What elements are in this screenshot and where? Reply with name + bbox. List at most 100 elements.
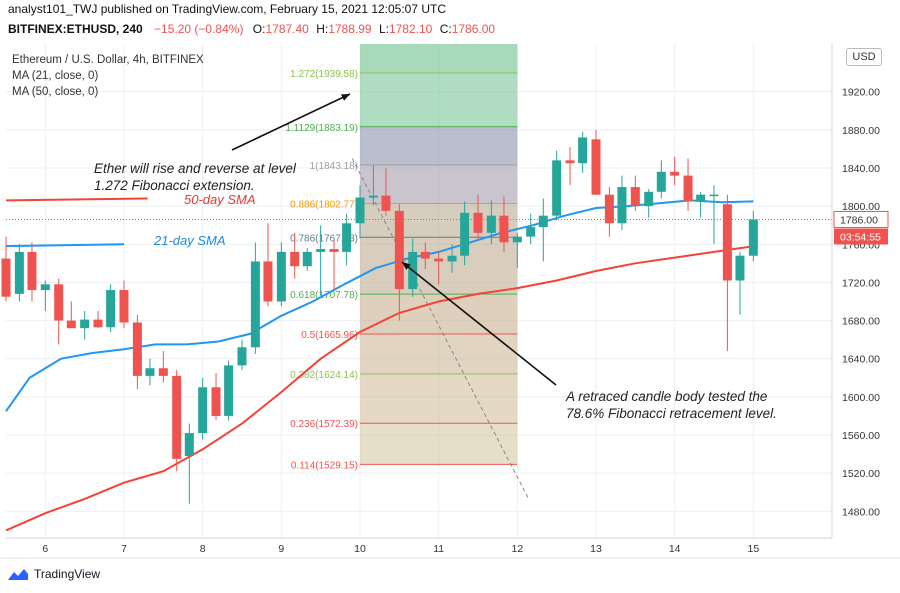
- time-tick-label: 6: [42, 543, 48, 555]
- candle: [735, 251, 745, 315]
- candle: [237, 339, 247, 371]
- candle-body: [106, 290, 116, 328]
- price-tick-label: 1800.00: [842, 201, 880, 213]
- candle: [552, 150, 562, 221]
- candle-body: [132, 322, 142, 376]
- candle-body: [512, 236, 522, 243]
- fib-level-label: 0.382(1624.14): [290, 370, 358, 381]
- price-change: −15.20 (−0.84%): [154, 22, 244, 36]
- candle-body: [499, 215, 509, 243]
- time-tick-label: 13: [590, 543, 602, 555]
- candle: [722, 194, 732, 352]
- candle-body: [27, 251, 37, 291]
- price-tag-box: [833, 210, 889, 228]
- tradingview-cloud-icon: [8, 569, 28, 580]
- sma21-label: 21-day SMA: [154, 233, 226, 248]
- fib-zone: [360, 373, 518, 424]
- currency-button[interactable]: USD: [846, 48, 882, 66]
- candle-body: [748, 219, 758, 256]
- candle-body: [656, 171, 666, 192]
- time-tick-label: 9: [278, 543, 284, 555]
- candle: [473, 194, 483, 241]
- candle: [132, 314, 142, 390]
- candle: [630, 175, 640, 211]
- candle: [211, 373, 221, 420]
- candle: [486, 200, 496, 245]
- candle-body: [158, 368, 168, 376]
- ma21-legend[interactable]: MA (21, close, 0): [12, 70, 99, 82]
- fib-zone: [360, 423, 518, 465]
- candle-body: [526, 227, 536, 237]
- candle-body: [66, 320, 76, 329]
- retrace-annotation-line1: A retraced candle body tested the: [566, 389, 768, 404]
- candle: [106, 284, 116, 333]
- candle: [696, 191, 706, 218]
- retrace-arrow-head: [402, 262, 411, 270]
- candle: [420, 242, 430, 270]
- candle-body: [368, 195, 378, 198]
- candle-body: [119, 290, 129, 323]
- close-label: C:: [439, 22, 452, 36]
- candle: [14, 244, 24, 302]
- candle: [172, 370, 182, 472]
- retrace-arrow: [401, 261, 557, 386]
- fib-zone: [360, 73, 518, 127]
- candle-body: [473, 212, 483, 233]
- price-tick-label: 1840.00: [842, 163, 880, 175]
- fib-zone: [360, 333, 518, 374]
- candle-body: [1, 258, 11, 297]
- candle-body: [617, 187, 627, 224]
- high-value: 1788.99: [328, 22, 372, 36]
- candle: [54, 278, 64, 345]
- candle: [316, 225, 326, 296]
- candle-body: [709, 194, 719, 197]
- candle: [617, 175, 627, 230]
- candle: [302, 248, 312, 271]
- candle-body: [434, 258, 444, 262]
- candle: [145, 358, 155, 386]
- candle-body: [276, 251, 286, 302]
- fib-trend-line: [351, 158, 530, 501]
- candle: [158, 351, 168, 383]
- candle-body: [290, 251, 300, 267]
- extension-annotation-line2: 1.272 Fibonacci extension.: [94, 178, 255, 193]
- price-tag-text: 1786.00: [840, 214, 878, 226]
- candle: [250, 242, 260, 354]
- retrace-annotation: A retraced candle body tested the 78.6% …: [566, 388, 777, 422]
- candle-body: [302, 251, 312, 267]
- tradingview-logo[interactable]: TradingView: [6, 567, 100, 581]
- candle: [460, 201, 470, 266]
- candle-body: [578, 137, 588, 164]
- candle-body: [538, 215, 548, 228]
- candle: [670, 156, 680, 186]
- fib-level-label: 0.786(1767.33): [290, 233, 358, 244]
- ma50-legend[interactable]: MA (50, close, 0): [12, 86, 99, 98]
- fib-level-label: 0.5(1665.96): [301, 330, 358, 341]
- candle: [355, 185, 365, 239]
- candle: [644, 188, 654, 218]
- candle-body: [40, 284, 50, 291]
- extension-arrow-shaft: [231, 93, 351, 151]
- candle: [381, 167, 391, 216]
- candle-body: [670, 171, 680, 176]
- price-tick-label: 1560.00: [842, 430, 880, 442]
- candle: [604, 187, 614, 237]
- candle-body: [54, 284, 64, 321]
- candle: [368, 165, 378, 206]
- low-label: L:: [378, 22, 389, 36]
- candle-body: [263, 261, 273, 302]
- candle: [447, 244, 457, 273]
- candle: [656, 160, 666, 199]
- candle: [499, 196, 509, 252]
- candle: [224, 360, 234, 421]
- fib-zone: [360, 44, 518, 74]
- candle: [1, 236, 11, 302]
- time-tick-label: 12: [511, 543, 523, 555]
- candle: [578, 131, 588, 173]
- candle-body: [342, 223, 352, 252]
- fib-level-label: 1.1129(1883.19): [285, 123, 358, 134]
- candle-body: [565, 160, 575, 164]
- candle-body: [93, 319, 103, 328]
- price-tick-label: 1520.00: [842, 468, 880, 480]
